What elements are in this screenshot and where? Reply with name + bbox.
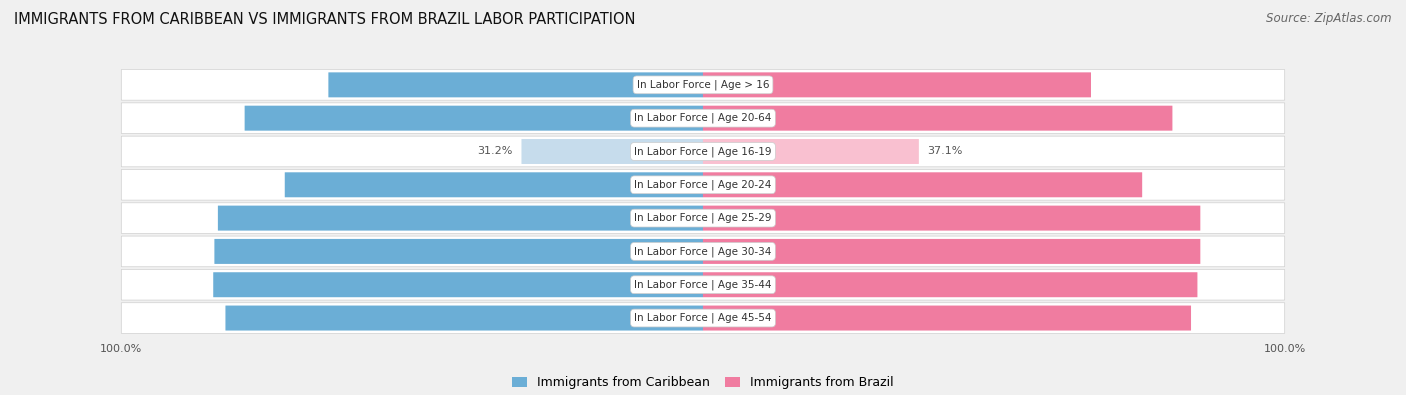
Text: 85.0%: 85.0%: [720, 280, 756, 290]
Text: In Labor Force | Age 16-19: In Labor Force | Age 16-19: [634, 146, 772, 157]
FancyBboxPatch shape: [121, 103, 1285, 134]
Text: 82.1%: 82.1%: [650, 313, 686, 323]
Text: 75.5%: 75.5%: [720, 180, 756, 190]
FancyBboxPatch shape: [703, 139, 920, 164]
Text: In Labor Force | Age 35-44: In Labor Force | Age 35-44: [634, 280, 772, 290]
FancyBboxPatch shape: [218, 206, 703, 231]
FancyBboxPatch shape: [285, 172, 703, 197]
FancyBboxPatch shape: [329, 72, 703, 97]
Legend: Immigrants from Caribbean, Immigrants from Brazil: Immigrants from Caribbean, Immigrants fr…: [508, 371, 898, 394]
FancyBboxPatch shape: [214, 272, 703, 297]
FancyBboxPatch shape: [703, 72, 1091, 97]
Text: 64.4%: 64.4%: [650, 80, 686, 90]
FancyBboxPatch shape: [121, 269, 1285, 300]
FancyBboxPatch shape: [121, 70, 1285, 100]
Text: 84.2%: 84.2%: [650, 280, 686, 290]
FancyBboxPatch shape: [703, 272, 1198, 297]
Text: 83.4%: 83.4%: [650, 213, 686, 223]
Text: In Labor Force | Age 20-24: In Labor Force | Age 20-24: [634, 180, 772, 190]
FancyBboxPatch shape: [121, 203, 1285, 233]
FancyBboxPatch shape: [121, 236, 1285, 267]
Text: 83.9%: 83.9%: [720, 313, 756, 323]
Text: IMMIGRANTS FROM CARIBBEAN VS IMMIGRANTS FROM BRAZIL LABOR PARTICIPATION: IMMIGRANTS FROM CARIBBEAN VS IMMIGRANTS …: [14, 12, 636, 27]
Text: 84.0%: 84.0%: [650, 246, 686, 256]
FancyBboxPatch shape: [703, 306, 1191, 331]
Text: 78.8%: 78.8%: [650, 113, 686, 123]
Text: 80.7%: 80.7%: [720, 113, 756, 123]
FancyBboxPatch shape: [703, 239, 1201, 264]
Text: In Labor Force | Age 25-29: In Labor Force | Age 25-29: [634, 213, 772, 223]
FancyBboxPatch shape: [225, 306, 703, 331]
Text: 85.5%: 85.5%: [720, 213, 756, 223]
FancyBboxPatch shape: [121, 136, 1285, 167]
FancyBboxPatch shape: [121, 303, 1285, 333]
FancyBboxPatch shape: [703, 106, 1173, 131]
Text: Source: ZipAtlas.com: Source: ZipAtlas.com: [1267, 12, 1392, 25]
Text: 66.7%: 66.7%: [720, 80, 756, 90]
Text: 85.5%: 85.5%: [720, 246, 756, 256]
Text: 31.2%: 31.2%: [478, 147, 513, 156]
Text: 37.1%: 37.1%: [928, 147, 963, 156]
Text: In Labor Force | Age > 16: In Labor Force | Age > 16: [637, 80, 769, 90]
Text: In Labor Force | Age 30-34: In Labor Force | Age 30-34: [634, 246, 772, 257]
FancyBboxPatch shape: [703, 172, 1142, 197]
Text: 71.9%: 71.9%: [650, 180, 686, 190]
FancyBboxPatch shape: [214, 239, 703, 264]
Text: In Labor Force | Age 20-64: In Labor Force | Age 20-64: [634, 113, 772, 123]
FancyBboxPatch shape: [121, 169, 1285, 200]
Text: In Labor Force | Age 45-54: In Labor Force | Age 45-54: [634, 313, 772, 323]
FancyBboxPatch shape: [703, 206, 1201, 231]
FancyBboxPatch shape: [245, 106, 703, 131]
FancyBboxPatch shape: [522, 139, 703, 164]
